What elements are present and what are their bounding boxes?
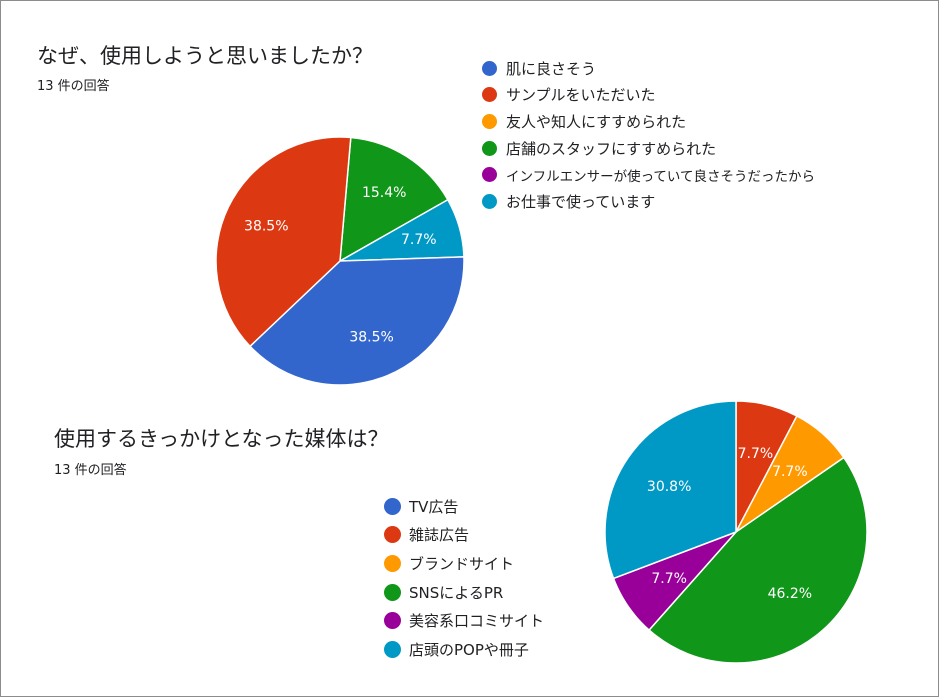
- legend-swatch: [384, 583, 401, 601]
- legend-swatch: [482, 113, 497, 129]
- pie-slice[interactable]: [604, 400, 737, 580]
- legend-item[interactable]: 友人や知人にすすめられた: [482, 108, 815, 135]
- slice-label: 38.5%: [349, 330, 393, 346]
- legend-item[interactable]: インフルエンサーが使っていて良さそうだったから: [482, 161, 815, 188]
- legend-item[interactable]: サンプルをいただいた: [482, 82, 815, 109]
- slice-label: 15.4%: [362, 185, 406, 201]
- legend-swatch: [384, 554, 401, 572]
- legend-label: 美容系口コミサイト: [409, 612, 545, 631]
- legend-label: 店舗のスタッフにすすめられた: [506, 139, 717, 158]
- pie-slice[interactable]: [648, 456, 868, 664]
- slice-label: 7.7%: [772, 464, 808, 480]
- legend-item[interactable]: 店頭のPOPや冊子: [384, 635, 544, 664]
- legend-label: 雑誌広告: [409, 526, 470, 545]
- chart1-legend: 肌に良さそう サンプルをいただいた 友人や知人にすすめられた 店舗のスタッフにす…: [482, 55, 815, 215]
- legend-label: お仕事で使っています: [506, 192, 656, 211]
- legend-item[interactable]: SNSによるPR: [384, 578, 544, 607]
- slice-label: 38.5%: [244, 218, 288, 234]
- legend-item[interactable]: お仕事で使っています: [482, 188, 815, 215]
- legend-swatch: [384, 497, 401, 515]
- legend-label: 肌に良さそう: [506, 59, 597, 78]
- chart1-title: なぜ、使用しようと思いましたか？: [37, 44, 373, 68]
- slice-label: 46.2%: [768, 586, 812, 602]
- legend-swatch: [482, 60, 497, 76]
- legend-swatch: [482, 140, 497, 156]
- legend-label: SNSによるPR: [409, 583, 504, 602]
- legend-label: ブランドサイト: [409, 554, 515, 573]
- legend-label: TV広告: [409, 497, 459, 516]
- slice-label: 7.7%: [738, 446, 774, 462]
- slice-label: 30.8%: [647, 479, 691, 495]
- slice-label: 7.7%: [401, 232, 437, 248]
- legend-item[interactable]: 美容系口コミサイト: [384, 606, 544, 635]
- legend-item[interactable]: 店舗のスタッフにすすめられた: [482, 135, 815, 162]
- legend-label: サンプルをいただいた: [506, 86, 656, 105]
- legend-swatch: [384, 526, 401, 544]
- chart1-response-count: 13 件の回答: [37, 79, 110, 94]
- legend-label: インフルエンサーが使っていて良さそうだったから: [506, 168, 816, 185]
- chart2-title: 使用するきっかけとなった媒体は？: [54, 427, 389, 451]
- pie-slice[interactable]: [248, 256, 465, 386]
- legend-swatch: [482, 87, 497, 103]
- legend-label: 友人や知人にすすめられた: [506, 112, 687, 131]
- legend-swatch: [482, 167, 497, 183]
- chart2-response-count: 13 件の回答: [54, 463, 127, 478]
- pie-slice[interactable]: [339, 136, 449, 263]
- legend-swatch: [482, 193, 497, 209]
- legend-item[interactable]: 雑誌広告: [384, 521, 544, 550]
- legend-label: 店頭のPOPや冊子: [409, 640, 529, 659]
- legend-item[interactable]: 肌に良さそう: [482, 55, 815, 82]
- legend-swatch: [384, 612, 401, 630]
- chart2-legend: TV広告 雑誌広告 ブランドサイト SNSによるPR 美容系口コミサイト 店頭の…: [384, 492, 544, 664]
- legend-item[interactable]: ブランドサイト: [384, 549, 544, 578]
- slice-label: 7.7%: [651, 571, 687, 587]
- legend-swatch: [384, 640, 401, 658]
- legend-item[interactable]: TV広告: [384, 492, 544, 521]
- pie-slice[interactable]: [215, 136, 352, 348]
